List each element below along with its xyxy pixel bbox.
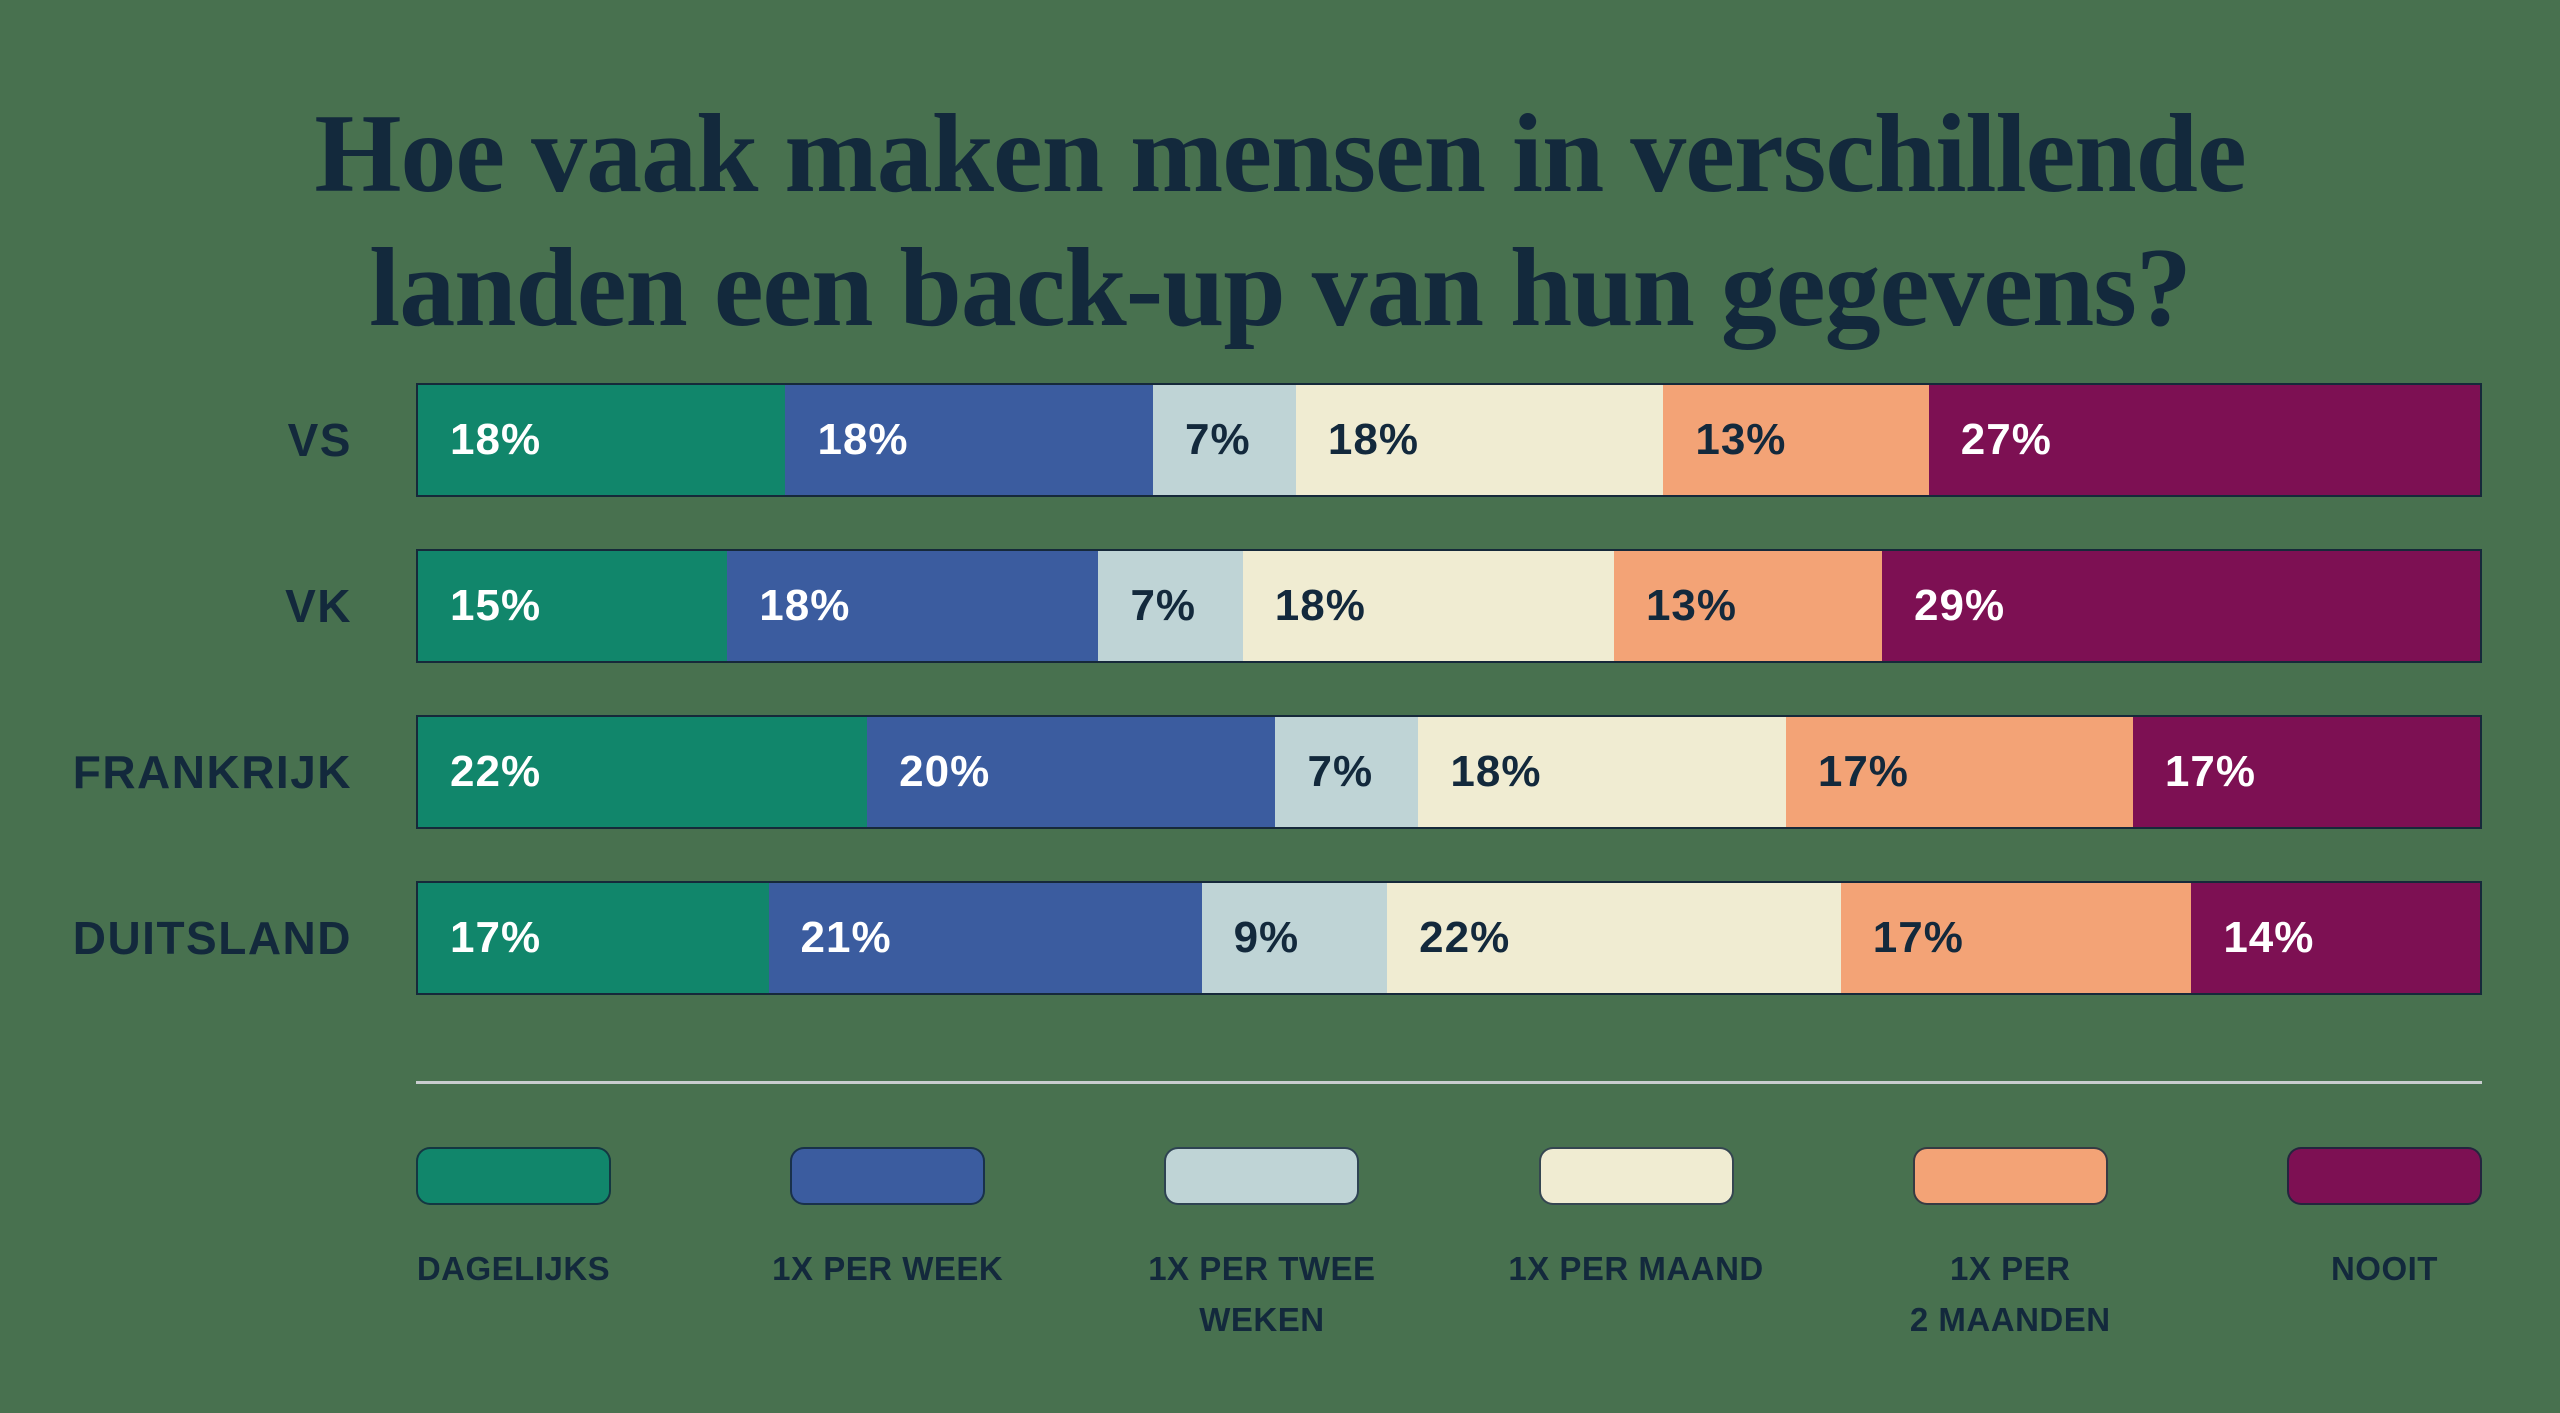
chart-title-line1: Hoe vaak maken mensen in verschillende (314, 92, 2246, 217)
stacked-bar-vk: 15% 18% 7% 18% 13% 29% (416, 549, 2482, 663)
bar-segment: 18% (1295, 385, 1664, 495)
legend-swatch (2286, 1147, 2482, 1205)
bar-segment: 21% (768, 883, 1202, 993)
bar-segment: 7% (1275, 717, 1419, 827)
segment-value-label: 20% (899, 747, 991, 796)
row-label-vk: VK (285, 580, 352, 632)
legend-swatch (416, 1147, 611, 1205)
legend-item: 1X PER MAAND (1508, 1147, 1763, 1345)
bar-segment: 7% (1098, 551, 1243, 661)
bar-row-vk: VK 15% 18% 7% 18% 13% 29% (0, 549, 2482, 663)
segment-value-label: 29% (1914, 581, 2006, 630)
legend-label: DAGELIJKS (416, 1250, 611, 1287)
row-label-duitsland: DUITSLAND (72, 912, 352, 964)
bar-segment: 18% (418, 385, 786, 495)
legend-label: 1X PER TWEE WEKEN (1148, 1250, 1376, 1339)
row-label-frankrijk: FRANKRIJK (72, 746, 352, 798)
bar-segment: 22% (1387, 883, 1841, 993)
legend-item: 1X PER TWEE WEKEN (1148, 1147, 1375, 1345)
bar-segment: 17% (1840, 883, 2192, 993)
segment-value-label: 14% (2223, 913, 2315, 962)
segment-value-label: 7% (1184, 415, 1251, 464)
legend-swatch (1538, 1147, 1734, 1205)
legend-item: NOOIT (2286, 1147, 2482, 1345)
segment-value-label: 7% (1307, 747, 1374, 796)
segment-value-label: 18% (1274, 581, 1366, 630)
segment-value-label: 17% (2164, 747, 2256, 796)
segment-value-label: 18% (450, 415, 542, 464)
segment-value-label: 18% (1327, 415, 1419, 464)
segment-value-label: 17% (450, 913, 542, 962)
bar-segment: 9% (1201, 883, 1388, 993)
bar-row-duitsland: DUITSLAND 17% 21% 9% 22% 17% 14% (0, 881, 2482, 995)
segment-value-label: 18% (759, 581, 851, 630)
segment-value-label: 7% (1130, 581, 1197, 630)
bar-segment: 15% (418, 551, 728, 661)
bar-segment: 17% (1785, 717, 2133, 827)
legend-item: DAGELIJKS (416, 1147, 611, 1345)
legend-label: 1X PER MAAND (1508, 1250, 1764, 1287)
bar-row-vs: VS 18% 18% 7% 18% 13% 27% (0, 383, 2482, 497)
segment-value-label: 18% (1450, 747, 1542, 796)
segment-value-label: 17% (1817, 747, 1909, 796)
segment-value-label: 15% (450, 581, 542, 630)
bar-segment: 18% (1242, 551, 1614, 661)
segment-value-label: 17% (1872, 913, 1964, 962)
row-label-vs: VS (287, 414, 352, 466)
bar-segment: 14% (2191, 883, 2481, 993)
bar-segment: 18% (785, 385, 1153, 495)
legend-swatch (1912, 1147, 2108, 1205)
bar-segment: 13% (1613, 551, 1883, 661)
bar-segment: 18% (1418, 717, 1786, 827)
chart-title: Hoe vaak maken mensen in verschillende l… (0, 87, 2560, 356)
chart-title-line2: landen een back-up van hun gegevens? (369, 226, 2192, 351)
segment-value-label: 13% (1695, 415, 1787, 464)
legend-item: 1X PER 2 MAANDEN (1909, 1147, 2111, 1345)
bar-segment: 27% (1928, 385, 2480, 495)
bar-segment: 18% (727, 551, 1099, 661)
bar-segment: 7% (1152, 385, 1296, 495)
legend-item: 1X PER WEEK (772, 1147, 1003, 1345)
legend-swatch (1164, 1147, 1360, 1205)
legend-label: NOOIT (2330, 1250, 2438, 1287)
divider-line (416, 1081, 2482, 1084)
segment-value-label: 22% (1419, 913, 1511, 962)
bar-segment: 17% (418, 883, 769, 993)
bar-segment: 17% (2132, 717, 2480, 827)
bar-segment: 22% (418, 717, 868, 827)
segment-value-label: 21% (800, 913, 892, 962)
stacked-bar-frankrijk: 22% 20% 7% 18% 17% 17% (416, 715, 2482, 829)
legend-label: 1X PER 2 MAANDEN (1909, 1250, 2111, 1339)
segment-value-label: 22% (450, 747, 542, 796)
legend: DAGELIJKS 1X PER WEEK 1X PER TWEE WEKEN 1X P… (416, 1147, 2482, 1345)
legend-swatch (790, 1147, 986, 1205)
segment-value-label: 27% (1960, 415, 2052, 464)
stacked-bar-duitsland: 17% 21% 9% 22% 17% 14% (416, 881, 2482, 995)
bar-segment: 13% (1663, 385, 1929, 495)
segment-value-label: 9% (1233, 913, 1300, 962)
legend-label: 1X PER WEEK (772, 1250, 1004, 1287)
bar-segment: 20% (867, 717, 1276, 827)
segment-value-label: 13% (1645, 581, 1738, 630)
segment-value-label: 18% (817, 415, 909, 464)
bar-segment: 29% (1882, 551, 2480, 661)
bar-row-frankrijk: FRANKRIJK 22% 20% 7% 18% 17% 17% (0, 715, 2482, 829)
stacked-bar-vs: 18% 18% 7% 18% 13% 27% (416, 383, 2482, 497)
